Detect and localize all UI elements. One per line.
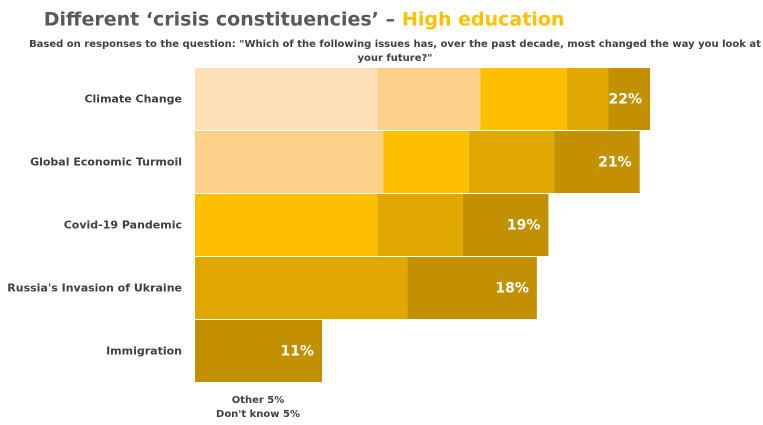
chart-title-highlight: High education xyxy=(402,9,564,31)
bar-segment xyxy=(462,194,549,256)
bar-segment xyxy=(480,68,567,130)
bar-segment xyxy=(566,68,609,130)
row-label: Covid-19 Pandemic xyxy=(64,219,182,232)
bar-segment xyxy=(407,257,537,319)
row-label: Russia's Invasion of Ukraine xyxy=(7,282,182,295)
value-label: 11% xyxy=(281,344,315,360)
bar-segment xyxy=(195,320,323,382)
value-label: 18% xyxy=(495,281,529,297)
bar-segment xyxy=(195,131,384,193)
bar-segment xyxy=(195,68,378,130)
bar-segment xyxy=(383,131,469,193)
bar-segment xyxy=(377,194,463,256)
row-label: Immigration xyxy=(106,345,182,358)
row-label: Climate Change xyxy=(84,93,182,106)
bar-segment xyxy=(468,131,555,193)
bar-segment xyxy=(554,131,640,193)
row-label: Global Economic Turmoil xyxy=(30,156,182,169)
footnote: Other 5% xyxy=(232,395,285,406)
value-label: 22% xyxy=(609,92,643,108)
value-label: 21% xyxy=(598,155,632,171)
subtitle: Based on responses to the question: "Whi… xyxy=(29,39,761,50)
bar-segment xyxy=(195,257,408,319)
footnote: Don't know 5% xyxy=(216,409,300,420)
bar-segment xyxy=(377,68,481,130)
bar-segment xyxy=(195,194,378,256)
value-label: 19% xyxy=(507,218,541,234)
chart-title: Different ‘crisis constituencies’ – xyxy=(44,9,395,31)
subtitle: your future?" xyxy=(357,53,432,64)
bar-segment xyxy=(608,68,651,130)
